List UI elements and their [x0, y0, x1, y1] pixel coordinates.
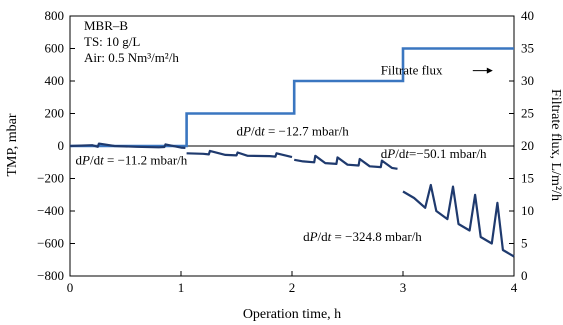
y-left-tick-label: 400: [45, 73, 65, 88]
tmp-line-segment: [402, 183, 515, 258]
tmp-line-segment: [186, 149, 293, 159]
info-line: MBR–B: [84, 18, 128, 33]
y-right-tick-label: 25: [521, 106, 534, 121]
annotation-label: Filtrate flux: [381, 63, 443, 78]
info-line: Air: 0.5 Nm³/m²/h: [84, 50, 179, 65]
y-left-tick-label: −600: [37, 236, 64, 251]
annotation-label: dP/dt=−50.1 mbar/h: [381, 146, 487, 161]
y-left-tick-label: −400: [37, 203, 64, 218]
y-axis-right-title: Filtrate flux, L/m²/h: [548, 89, 563, 201]
y-right-tick-label: 0: [521, 268, 528, 283]
y-left-tick-label: 800: [45, 8, 65, 23]
y-right-tick-label: 40: [521, 8, 534, 23]
tmp-line-segment: [69, 142, 186, 149]
x-tick-label: 1: [178, 280, 185, 295]
annotations: Filtrate flux dP/dt = −12.7 mbar/h dP/dt =…: [76, 63, 493, 244]
x-tick-label: 2: [289, 280, 296, 295]
info-line: TS: 10 g/L: [84, 34, 140, 49]
y-right-tick-label: 20: [521, 138, 534, 153]
y-right-tick-label: 35: [521, 41, 534, 56]
y-left-tick-label: 0: [58, 138, 65, 153]
y-right-tick-label: 15: [521, 171, 534, 186]
plot-area: [69, 47, 515, 258]
tmp-line-segment: [294, 154, 398, 170]
flux-line: [70, 47, 514, 148]
y-right-tick-label: 10: [521, 203, 534, 218]
y-right-tick-label: 30: [521, 73, 534, 88]
y-left-tick-label: −200: [37, 171, 64, 186]
annotation-label: dP/dt = −324.8 mbar/h: [303, 229, 422, 244]
y-left-tick-label: 600: [45, 41, 65, 56]
x-tick-label: 0: [67, 280, 74, 295]
arrowhead-icon: [486, 67, 493, 74]
annotation-label: dP/dt = −12.7 mbar/h: [237, 123, 350, 138]
axes: 8006004002000−200−400−600−80040353025201…: [37, 8, 534, 295]
x-tick-label: 3: [400, 280, 407, 295]
x-axis-title: Operation time, h: [243, 307, 341, 322]
y-axis-left-title: TMP, mbar: [5, 113, 20, 176]
y-right-tick-label: 5: [521, 236, 528, 251]
x-tick-label: 4: [511, 280, 518, 295]
y-left-tick-label: −800: [37, 268, 64, 283]
y-left-tick-label: 200: [45, 106, 65, 121]
annotation-label: dP/dt = −11.2 mbar/h: [76, 153, 188, 168]
